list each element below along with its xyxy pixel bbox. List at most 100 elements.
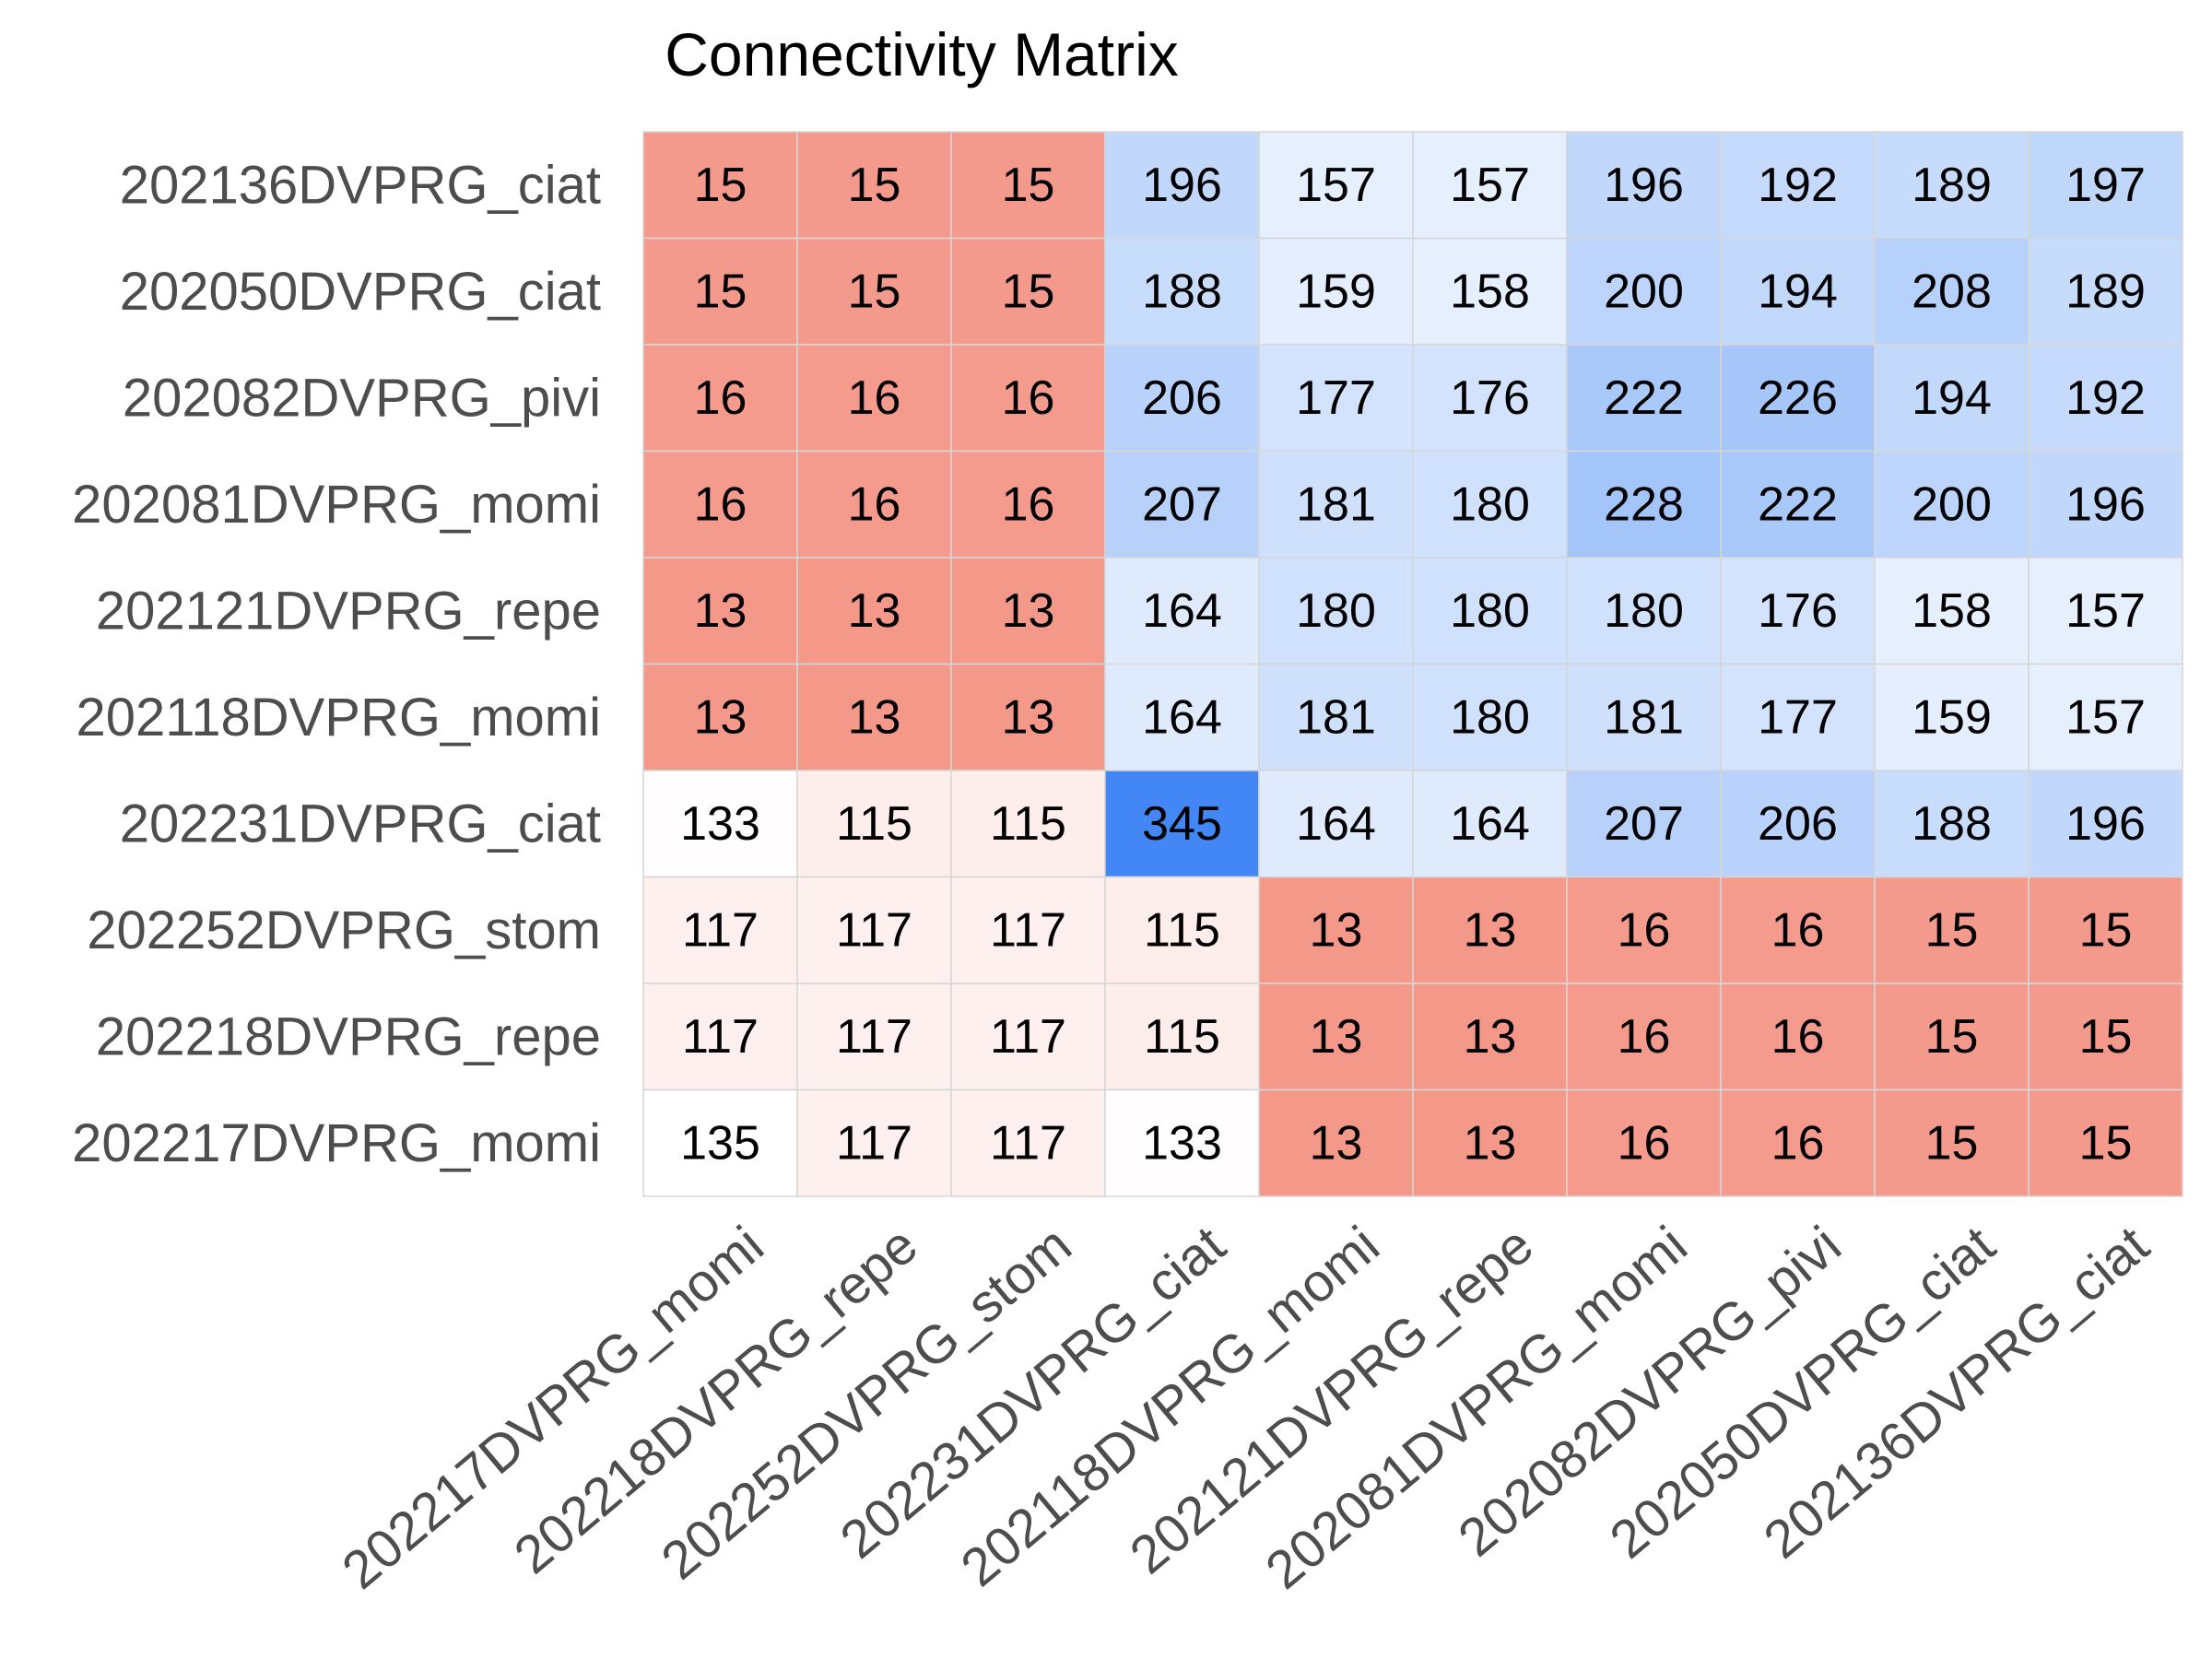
cell-value-label: 15: [2079, 1010, 2133, 1064]
heatmap-cell: [1566, 982, 1722, 1091]
cell-value-label: 13: [1310, 1010, 1363, 1064]
heatmap-cell-values: 15 15 15 196 157 157 196 192 189 197 15 15 15 188 159 1…: [680, 159, 2146, 1171]
cell-value-label: 176: [1758, 584, 1838, 638]
cell-value-label: 177: [1758, 690, 1838, 744]
y-tick-label: 202231DVPRG_ciat: [120, 794, 601, 853]
heatmap-cell: [1412, 770, 1568, 878]
heatmap-cell: [2028, 982, 2183, 1091]
cell-value-label: 158: [1450, 265, 1530, 318]
heatmap-cell: [642, 131, 798, 240]
cell-value-label: 345: [1142, 797, 1222, 851]
cell-value-label: 159: [1296, 265, 1376, 318]
y-tick-label: 202118DVPRG_momi: [76, 688, 601, 747]
y-tick-label: 202081DVPRG_momi: [72, 475, 601, 535]
heatmap-cell: [1566, 1088, 1722, 1197]
cell-value-label: 189: [1912, 159, 1992, 212]
heatmap-cell: [1104, 237, 1260, 346]
heatmap-cell: [1566, 237, 1722, 346]
heatmap-cell: [1258, 663, 1414, 771]
cell-value-label: 15: [2079, 1116, 2133, 1170]
cell-value-label: 16: [1002, 371, 1055, 425]
cell-value-label: 181: [1604, 690, 1684, 744]
heatmap-cell: [1566, 557, 1722, 665]
cell-value-label: 16: [1618, 903, 1671, 957]
heatmap-cell: [1566, 344, 1722, 453]
heatmap-cell: [950, 876, 1106, 984]
cell-value-label: 13: [1002, 584, 1055, 638]
cell-value-label: 16: [694, 371, 747, 425]
heatmap-cell: [1720, 1088, 1876, 1197]
cell-value-label: 117: [836, 903, 912, 957]
heatmap-cell: [2028, 876, 2183, 984]
heatmap-cell: [1874, 876, 2030, 984]
cell-value-label: 13: [848, 584, 901, 638]
heatmap-cell: [1104, 131, 1260, 240]
cell-value-label: 117: [990, 1116, 1066, 1170]
cell-value-label: 180: [1450, 690, 1530, 744]
heatmap-cell: [1104, 770, 1260, 878]
heatmap-cell: [2028, 450, 2183, 559]
cell-value-label: 188: [1912, 797, 1992, 851]
cell-value-label: 180: [1604, 584, 1684, 638]
heatmap-cell: [1874, 450, 2030, 559]
heatmap-cell: [1412, 876, 1568, 984]
heatmap-cell: [950, 131, 1106, 240]
cell-value-label: 115: [1144, 1010, 1220, 1064]
heatmap-cell: [1104, 1088, 1260, 1197]
cell-value-label: 135: [680, 1116, 760, 1170]
heatmap-cell: [1720, 876, 1876, 984]
cell-value-label: 180: [1450, 584, 1530, 638]
cell-value-label: 200: [1912, 477, 1992, 531]
cell-value-label: 16: [694, 477, 747, 531]
heatmap-cell: [1720, 770, 1876, 878]
heatmap-cell: [2028, 770, 2183, 878]
heatmap-cell: [1566, 663, 1722, 771]
heatmap-cell: [950, 557, 1106, 665]
heatmap-cell: [1720, 237, 1876, 346]
cell-value-label: 196: [2065, 477, 2146, 531]
cell-value-label: 197: [2065, 159, 2146, 212]
cell-value-label: 157: [2065, 690, 2146, 744]
y-tick-label: 202136DVPRG_ciat: [120, 155, 601, 215]
cell-value-label: 157: [1296, 159, 1376, 212]
heatmap-cell: [1720, 131, 1876, 240]
heatmap-cell: [1258, 344, 1414, 453]
cell-value-label: 157: [2065, 584, 2146, 638]
cell-value-label: 15: [1925, 1116, 1979, 1170]
heatmap-cell: [796, 131, 952, 240]
heatmap-cell: [1874, 344, 2030, 453]
heatmap-cell: [1258, 876, 1414, 984]
heatmap-cell: [1104, 876, 1260, 984]
cell-value-label: 16: [1618, 1116, 1671, 1170]
cell-value-label: 228: [1604, 477, 1684, 531]
cell-value-label: 180: [1296, 584, 1376, 638]
cell-value-label: 194: [1758, 265, 1838, 318]
heatmap-cell: [1874, 557, 2030, 665]
heatmap-cell: [950, 982, 1106, 1091]
cell-value-label: 15: [694, 159, 747, 212]
heatmap-cell: [1412, 1088, 1568, 1197]
cell-value-label: 15: [1002, 159, 1055, 212]
cell-value-label: 13: [848, 690, 901, 744]
cell-value-label: 194: [1912, 371, 1992, 425]
heatmap-cell: [2028, 557, 2183, 665]
heatmap-cell: [642, 770, 798, 878]
y-tick-label: 202217DVPRG_momi: [72, 1113, 601, 1173]
heatmap-cell: [796, 1088, 952, 1197]
cell-value-label: 192: [1758, 159, 1838, 212]
heatmap-cell: [1104, 982, 1260, 1091]
y-tick-label: 202050DVPRG_ciat: [120, 262, 601, 322]
cell-value-label: 181: [1296, 477, 1376, 531]
cell-value-label: 115: [836, 797, 912, 851]
cell-value-label: 15: [1925, 903, 1979, 957]
y-tick-label: 202252DVPRG_stom: [87, 900, 601, 960]
cell-value-label: 117: [836, 1116, 912, 1170]
heatmap-cell: [1874, 770, 2030, 878]
heatmap-cells: [642, 131, 2183, 1197]
cell-value-label: 164: [1296, 797, 1376, 851]
heatmap-cell: [1412, 557, 1568, 665]
cell-value-label: 196: [2065, 797, 2146, 851]
y-tick-label: 202121DVPRG_repe: [96, 581, 601, 641]
cell-value-label: 16: [848, 371, 901, 425]
cell-value-label: 158: [1912, 584, 1992, 638]
